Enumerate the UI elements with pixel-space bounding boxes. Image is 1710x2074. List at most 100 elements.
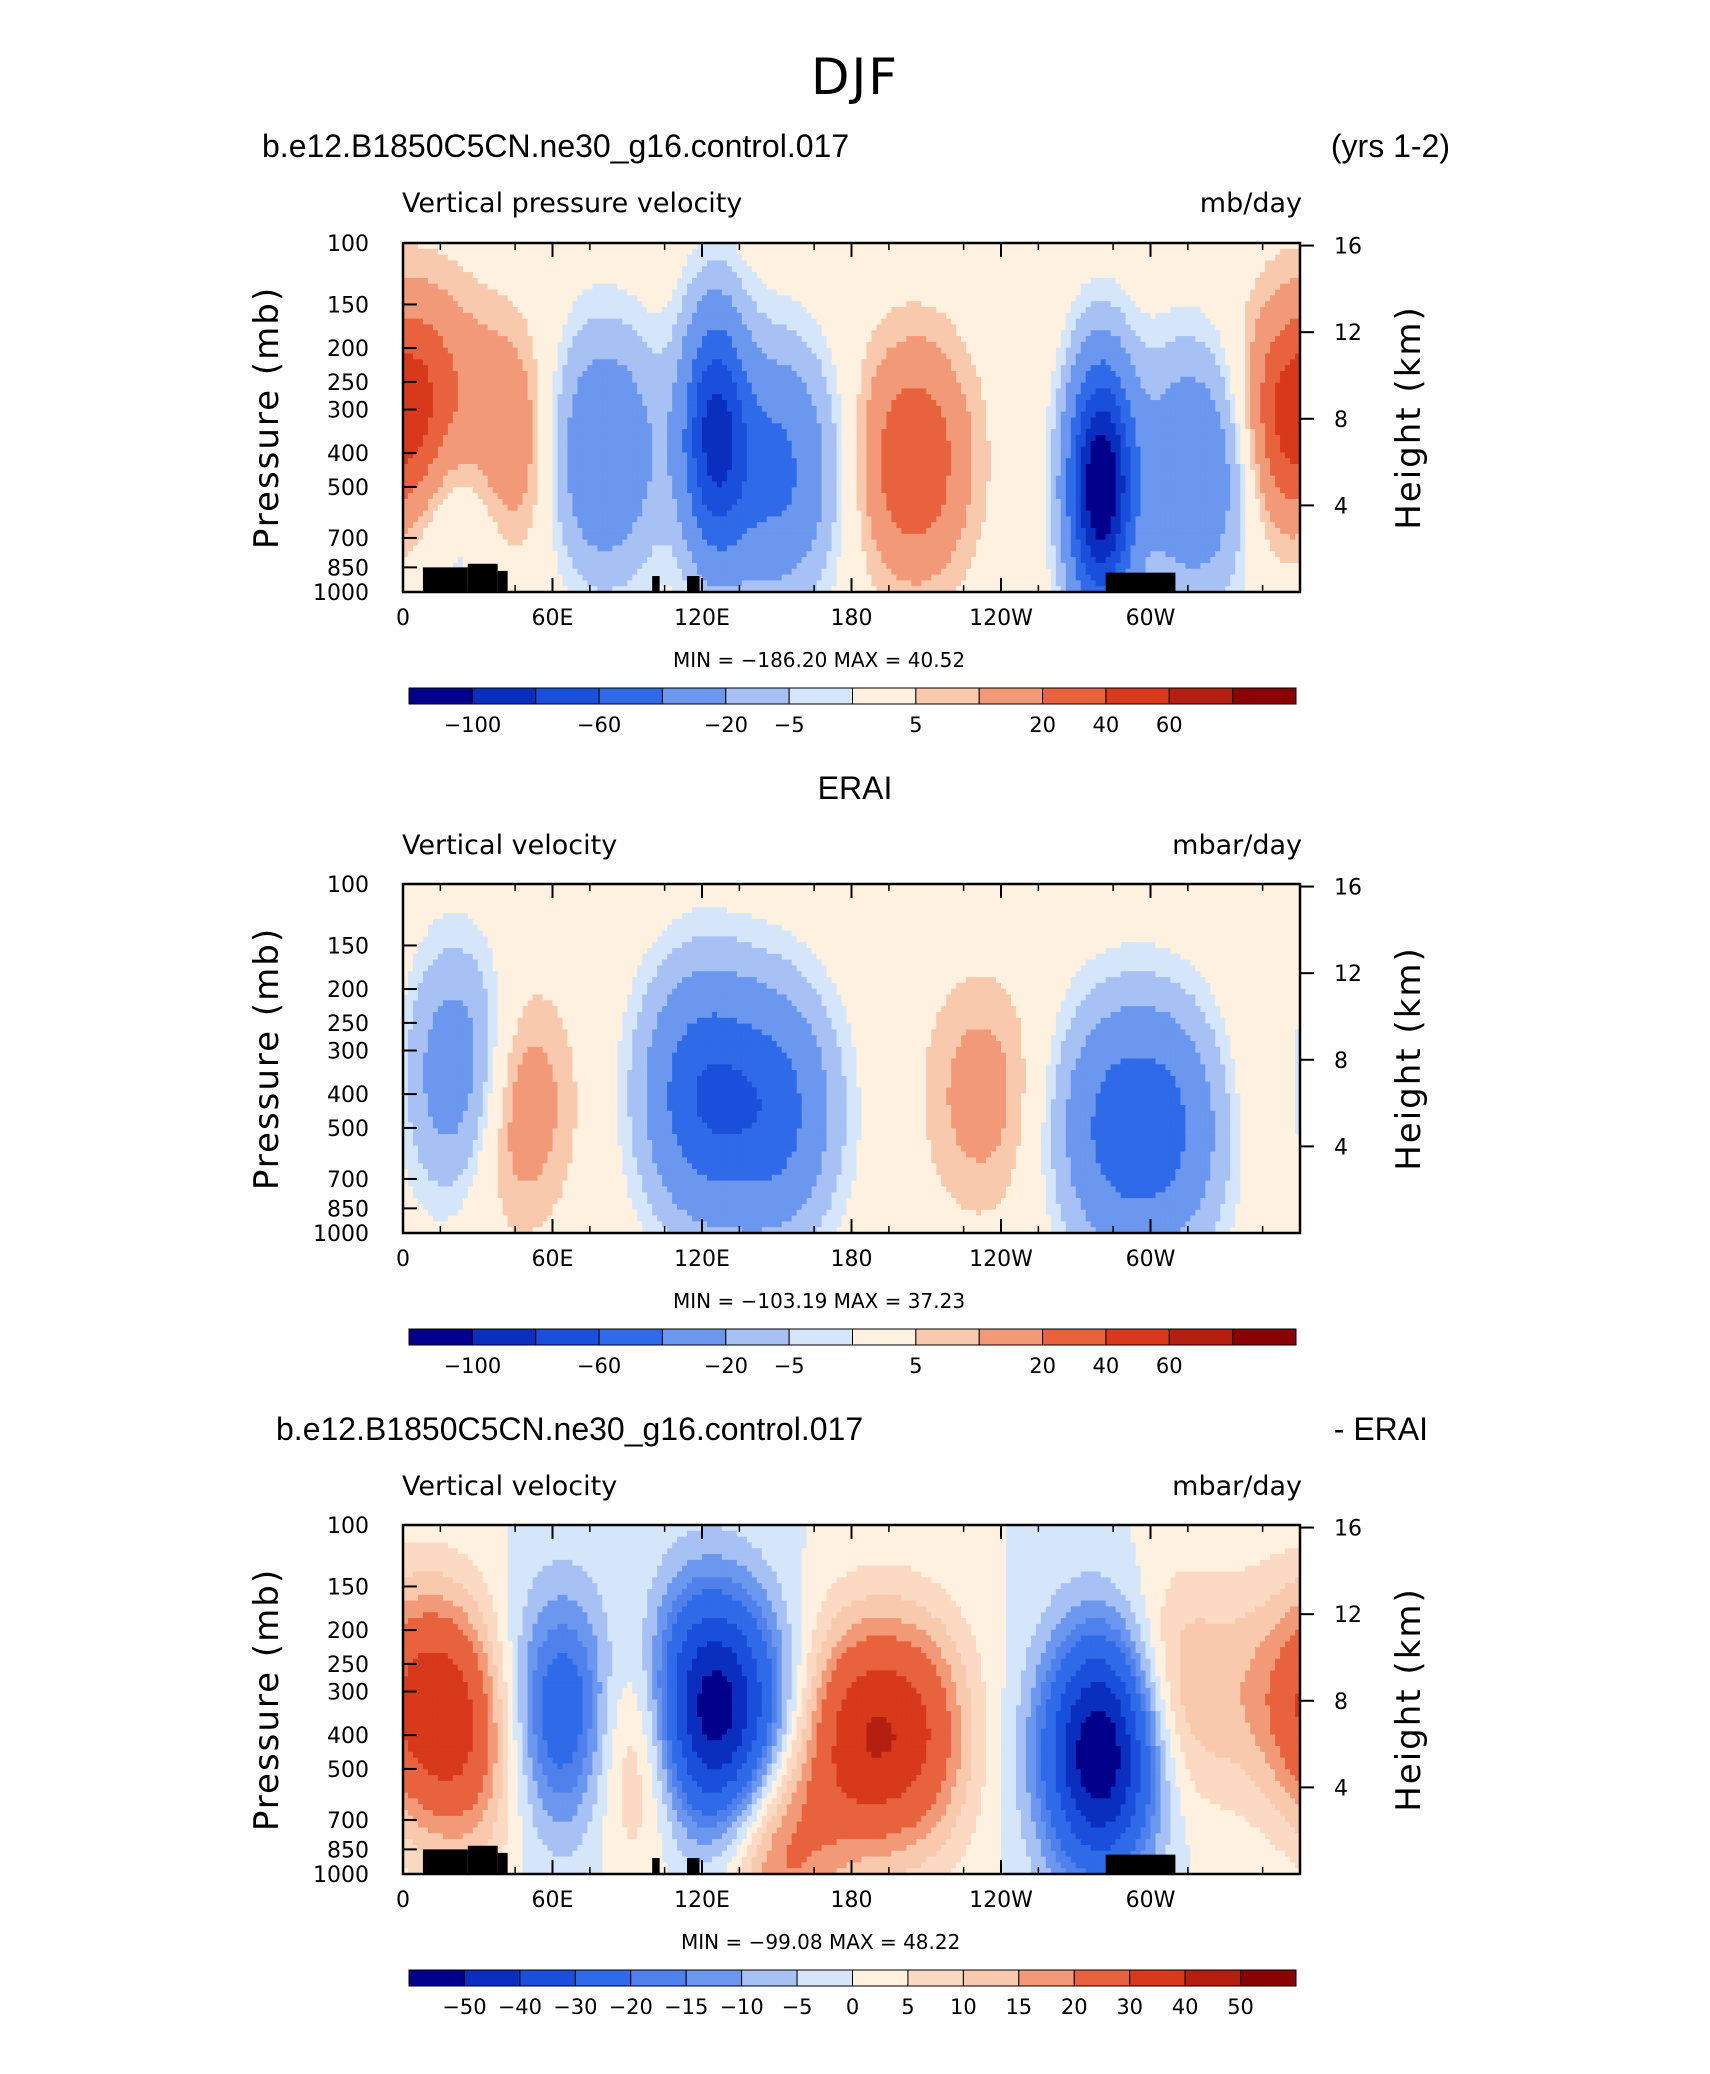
colorbar-box	[1042, 1328, 1107, 1346]
y-axis-title: Pressure (mb)	[247, 1568, 287, 1831]
colorbar-box	[1105, 687, 1170, 705]
colorbar-box	[519, 1969, 576, 1987]
units-label: mbar/day	[1172, 1471, 1302, 1502]
colorbar-box	[725, 1328, 790, 1346]
contour-fill	[403, 884, 1300, 1233]
variable-label: Vertical velocity	[402, 1471, 617, 1502]
y-tick-label: 250	[327, 1653, 369, 1678]
topography	[422, 1849, 468, 1874]
y-tick-label: 150	[327, 293, 369, 318]
colorbar-label: −20	[704, 1354, 748, 1378]
y-tick-label: 850	[327, 556, 369, 581]
variable-label: Vertical velocity	[402, 830, 617, 861]
colorbar-label: 50	[1227, 1995, 1254, 2019]
y-tick-label: 700	[327, 1809, 369, 1834]
x-tick-label: 180	[831, 1888, 873, 1913]
colorbar-label: −50	[442, 1995, 486, 2019]
colorbar-label: −30	[553, 1995, 597, 2019]
x-tick-label: 120E	[674, 1888, 730, 1913]
colorbar-label: −5	[774, 713, 805, 737]
colorbar-label: 5	[909, 1354, 922, 1378]
y2-tick-label: 4	[1334, 1135, 1348, 1160]
topography	[497, 570, 508, 592]
colorbar-box	[1232, 687, 1297, 705]
y2-tick-label: 12	[1334, 321, 1362, 346]
colorbar-box	[978, 1328, 1044, 1346]
y2-axis-title: Height (km)	[1389, 946, 1429, 1171]
x-tick-label: 60W	[1126, 1888, 1176, 1913]
colorbar-box	[685, 1969, 743, 1987]
colorbar-label: 5	[901, 1995, 914, 2019]
topography	[687, 1858, 700, 1874]
colorbar-label: −5	[774, 1354, 805, 1378]
y-tick-label: 150	[327, 1575, 369, 1600]
colorbar-label: 60	[1156, 713, 1183, 737]
y-tick-label: 400	[327, 1724, 369, 1749]
colorbar-box	[907, 1969, 964, 1987]
y-tick-label: 1000	[313, 581, 369, 606]
colorbar-box	[1105, 1328, 1170, 1346]
y-tick-label: 150	[327, 934, 369, 959]
x-tick-label: 120W	[969, 606, 1033, 631]
colorbar-label: 40	[1172, 1995, 1199, 2019]
colorbar-box	[630, 1969, 687, 1987]
x-tick-label: 120W	[969, 1247, 1033, 1272]
y-axis-title: Pressure (mb)	[247, 286, 287, 549]
x-tick-label: 0	[396, 606, 410, 631]
y-tick-label: 400	[327, 442, 369, 467]
colorbar-box	[408, 1328, 473, 1346]
case-name-left: b.e12.B1850C5CN.ne30_g16.control.017	[276, 1411, 863, 1448]
colorbar-box	[741, 1969, 798, 1987]
colorbar-label: 5	[909, 713, 922, 737]
topography	[1105, 572, 1176, 592]
y-tick-label: 100	[327, 1514, 369, 1539]
colorbar-box	[725, 687, 790, 705]
y2-tick-label: 4	[1334, 494, 1348, 519]
colorbar-box	[1018, 1969, 1075, 1987]
topography	[422, 567, 468, 592]
y-tick-label: 300	[327, 399, 369, 424]
units-label: mbar/day	[1172, 830, 1302, 861]
colorbar-box	[1184, 1969, 1242, 1987]
colorbar-label: 0	[846, 1995, 859, 2019]
colorbar-box	[1240, 1969, 1297, 1987]
y2-axis-title: Height (km)	[1389, 305, 1429, 530]
y-tick-label: 200	[327, 1619, 369, 1644]
y2-tick-label: 16	[1334, 876, 1362, 901]
colorbar-label: −20	[609, 1995, 653, 2019]
colorbar-label: 15	[1005, 1995, 1032, 2019]
topography	[497, 1852, 508, 1874]
colorbar-box	[852, 687, 917, 705]
colorbar-box	[471, 1328, 537, 1346]
colorbar-box	[1129, 1969, 1186, 1987]
y-tick-label: 100	[327, 232, 369, 257]
colorbar-label: 30	[1116, 1995, 1143, 2019]
colorbar-box	[796, 1969, 853, 1987]
y-tick-label: 100	[327, 873, 369, 898]
colorbar-label: 20	[1061, 1995, 1088, 2019]
y2-tick-label: 16	[1334, 1517, 1362, 1542]
colorbar-box	[1042, 687, 1107, 705]
topography	[467, 1845, 498, 1874]
colorbar-box	[408, 1969, 465, 1987]
y-tick-label: 200	[327, 337, 369, 362]
y-tick-label: 1000	[313, 1863, 369, 1888]
y-tick-label: 1000	[313, 1222, 369, 1247]
case-name-center: ERAI	[0, 770, 1710, 807]
topography	[467, 563, 498, 592]
y-tick-label: 300	[327, 1040, 369, 1065]
min-max-stats: MIN = −99.08 MAX = 48.22	[681, 1930, 960, 1954]
colorbar-box	[598, 687, 663, 705]
colorbar-label: −100	[444, 1354, 502, 1378]
topography	[652, 1858, 660, 1874]
plot-frame	[401, 1523, 1302, 1876]
colorbar-label: −60	[577, 1354, 621, 1378]
colorbar-box	[1232, 1328, 1297, 1346]
colorbar-box	[1073, 1969, 1131, 1987]
colorbar-label: −100	[444, 713, 502, 737]
x-tick-label: 60W	[1126, 606, 1176, 631]
case-years: (yrs 1-2)	[1331, 128, 1450, 165]
colorbar-box	[1168, 1328, 1234, 1346]
colorbar-box	[661, 1328, 727, 1346]
